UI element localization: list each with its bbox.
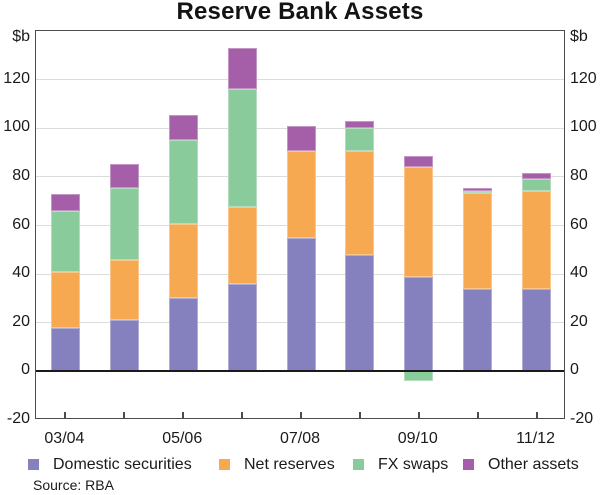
x-axis-tick	[417, 412, 420, 418]
legend-swatch-icon	[463, 459, 474, 470]
bar-08/09-other-assets	[345, 120, 375, 129]
y-label-right-100: 100	[570, 118, 597, 136]
x-label-07-08: 07/08	[279, 430, 321, 447]
x-axis-tick	[476, 412, 479, 418]
zero-line	[36, 370, 564, 373]
y-axis-unit-right: $b	[570, 28, 588, 45]
x-axis-tick	[300, 412, 302, 418]
x-axis-tick	[358, 412, 361, 418]
chart-title: Reserve Bank Assets	[176, 0, 424, 25]
y-label-left-80: 80	[12, 166, 30, 184]
plot-area	[35, 30, 565, 419]
bar-03/04-other-assets	[50, 193, 80, 211]
y-label-left-100: 100	[3, 118, 30, 136]
legend-swatch-icon	[28, 459, 39, 470]
y-label-left-20: 20	[12, 312, 30, 330]
legend-swatch-icon	[219, 459, 230, 470]
y-label-right-80: 80	[570, 166, 588, 184]
bar-04/05-other-assets	[109, 163, 139, 188]
bar-10/11-fx-swaps	[463, 191, 493, 193]
x-axis-tick	[241, 412, 244, 418]
legend-label: FX swaps	[378, 456, 449, 473]
y-label-right-120: 120	[570, 69, 597, 87]
bar-10/11-domestic-securities	[463, 288, 493, 372]
bar-05/06-net-reserves	[168, 224, 198, 299]
gridline-120	[36, 79, 564, 81]
bar-09/10-fx-swaps	[404, 371, 434, 382]
bar-06/07-net-reserves	[227, 207, 257, 284]
bar-08/09-fx-swaps	[345, 128, 375, 152]
bar-03/04-net-reserves	[50, 271, 80, 328]
bar-09/10-net-reserves	[404, 167, 434, 277]
bar-06/07-other-assets	[227, 48, 257, 90]
bar-11/12-fx-swaps	[522, 179, 552, 192]
x-axis-tick	[182, 412, 185, 418]
legend-label: Domestic securities	[53, 456, 192, 473]
bar-11/12-domestic-securities	[522, 288, 552, 372]
y-label-right-20: 20	[570, 312, 588, 330]
y-axis-unit-left: $b	[12, 28, 30, 45]
bar-07/08-other-assets	[286, 125, 316, 152]
y-label-left-0: 0	[21, 361, 30, 379]
x-axis-tick	[64, 412, 67, 418]
x-label-03-04: 03/04	[44, 430, 85, 447]
bar-10/11-other-assets	[463, 187, 493, 192]
bar-08/09-domestic-securities	[345, 254, 375, 372]
bar-04/05-fx-swaps	[109, 187, 139, 260]
bar-09/10-domestic-securities	[404, 276, 434, 372]
bar-11/12-other-assets	[522, 173, 552, 180]
bar-06/07-fx-swaps	[227, 89, 257, 208]
bar-07/08-domestic-securities	[286, 237, 316, 372]
bar-08/09-net-reserves	[345, 151, 375, 255]
x-axis-tick	[123, 412, 126, 418]
bar-05/06-domestic-securities	[168, 298, 198, 372]
bar-03/04-fx-swaps	[50, 210, 80, 272]
legend-swatch-icon	[353, 459, 364, 470]
bar-11/12-net-reserves	[522, 191, 552, 289]
bar-05/06-fx-swaps	[168, 140, 198, 225]
y-label-right-40: 40	[570, 264, 588, 282]
y-label-left-60: 60	[12, 215, 30, 233]
y-label-right-60: 60	[570, 215, 588, 233]
y-label-right-0: 0	[570, 361, 579, 379]
bar-06/07-domestic-securities	[227, 283, 257, 372]
y-label-right--20: -20	[570, 410, 594, 427]
bar-03/04-domestic-securities	[50, 327, 80, 372]
bar-04/05-net-reserves	[109, 259, 139, 321]
legend: Domestic securities Net reserves FX swaps O…	[0, 456, 600, 474]
y-label-left-40: 40	[12, 264, 30, 282]
bar-07/08-net-reserves	[286, 151, 316, 238]
y-label-left--20: -20	[6, 410, 30, 427]
legend-label: Net reserves	[244, 456, 335, 473]
bar-04/05-domestic-securities	[109, 320, 139, 372]
y-label-left-120: 120	[3, 69, 30, 87]
x-label-11-12: 11/12	[516, 430, 555, 447]
x-label-09-10: 09/10	[397, 430, 438, 447]
source-note: Source: RBA	[33, 477, 114, 493]
bar-10/11-net-reserves	[463, 192, 493, 289]
legend-label: Other assets	[488, 456, 579, 473]
bar-09/10-other-assets	[404, 156, 434, 168]
x-label-05-06: 05/06	[162, 430, 203, 447]
bar-05/06-other-assets	[168, 114, 198, 141]
x-axis-tick	[535, 412, 538, 418]
